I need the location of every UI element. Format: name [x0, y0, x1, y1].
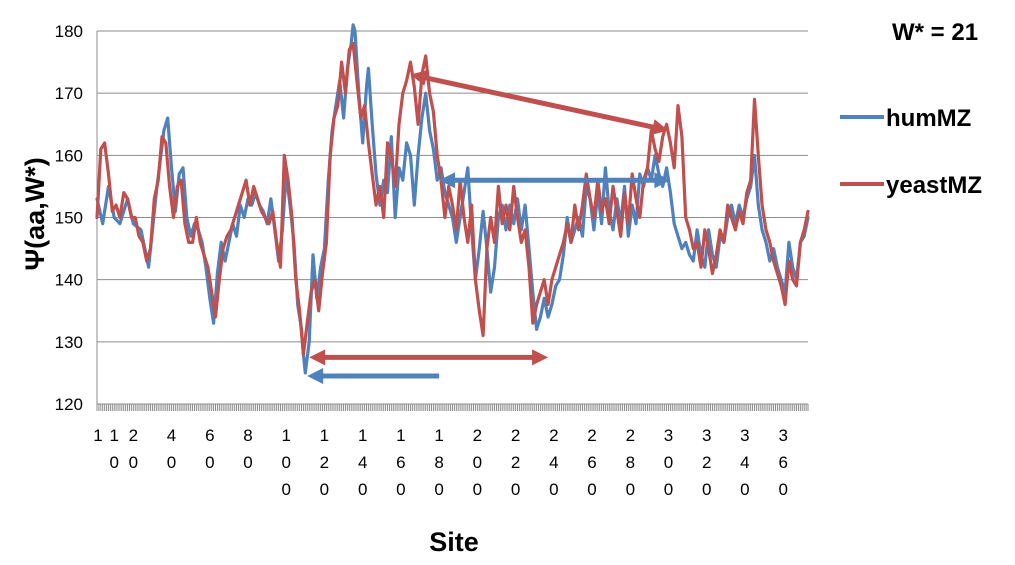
y-tick-label-120: 120 [55, 395, 83, 414]
x-tick-label-180: 1 8 0 [434, 426, 443, 499]
svg-text:1: 1 [281, 426, 290, 445]
svg-text:0: 0 [702, 480, 711, 499]
y-tick-label-150: 150 [55, 209, 83, 228]
svg-text:0: 0 [109, 453, 118, 472]
x-tick-label-220: 2 2 0 [511, 426, 520, 499]
svg-text:6: 6 [396, 453, 405, 472]
svg-text:0: 0 [740, 480, 749, 499]
x-tick-label-300: 3 0 0 [664, 426, 673, 499]
svg-text:6: 6 [587, 453, 596, 472]
x-tick-label-260: 2 6 0 [587, 426, 596, 499]
svg-text:1: 1 [396, 426, 405, 445]
svg-text:3: 3 [778, 426, 787, 445]
svg-text:8: 8 [243, 426, 252, 445]
svg-text:1: 1 [358, 426, 367, 445]
annotation-arrow-1 [410, 70, 669, 135]
x-tick-label-100: 1 0 0 [281, 426, 290, 499]
svg-text:0: 0 [281, 480, 290, 499]
x-tick-label-200: 2 0 0 [473, 426, 482, 499]
svg-text:2: 2 [320, 453, 329, 472]
svg-text:2: 2 [549, 426, 558, 445]
svg-text:2: 2 [511, 426, 520, 445]
svg-text:8: 8 [626, 453, 635, 472]
x-tick-label-140: 1 4 0 [358, 426, 367, 499]
x-axis-ticks [96, 404, 809, 411]
svg-text:4: 4 [167, 426, 176, 445]
annotation-arrow-2 [439, 172, 671, 189]
svg-text:8: 8 [434, 453, 443, 472]
x-tick-label-240: 2 4 0 [549, 426, 558, 499]
svg-text:2: 2 [587, 426, 596, 445]
y-tick-label-160: 160 [55, 146, 83, 165]
svg-text:0: 0 [167, 453, 176, 472]
svg-text:4: 4 [549, 453, 558, 472]
series-lines [95, 23, 810, 375]
svg-text:2: 2 [511, 453, 520, 472]
svg-text:1: 1 [320, 426, 329, 445]
svg-text:1: 1 [93, 426, 102, 445]
svg-text:1: 1 [109, 426, 118, 445]
svg-text:0: 0 [129, 453, 138, 472]
svg-text:0: 0 [434, 480, 443, 499]
svg-text:0: 0 [358, 480, 367, 499]
x-tick-label-80: 80 [243, 426, 252, 472]
svg-text:3: 3 [702, 426, 711, 445]
svg-text:0: 0 [626, 480, 635, 499]
svg-text:6: 6 [205, 426, 214, 445]
svg-text:1: 1 [434, 426, 443, 445]
svg-text:4: 4 [358, 453, 367, 472]
annotation-arrows [307, 70, 671, 384]
svg-text:3: 3 [664, 426, 673, 445]
x-tick-label-360: 3 6 0 [778, 426, 787, 499]
svg-text:0: 0 [243, 453, 252, 472]
svg-text:2: 2 [702, 453, 711, 472]
svg-text:0: 0 [473, 453, 482, 472]
svg-text:2: 2 [626, 426, 635, 445]
svg-text:0: 0 [281, 453, 290, 472]
x-tick-label-340: 3 4 0 [740, 426, 749, 499]
svg-text:4: 4 [740, 453, 749, 472]
svg-text:0: 0 [511, 480, 520, 499]
y-tick-label-180: 180 [55, 22, 83, 41]
svg-text:2: 2 [129, 426, 138, 445]
annotation-arrow-3 [309, 349, 549, 366]
svg-text:0: 0 [549, 480, 558, 499]
x-tick-label-60: 60 [205, 426, 214, 472]
legend: humMZ yeastMZ [840, 105, 982, 199]
y-tick-labels: 120 130 140 150 160 170 180 [55, 22, 83, 414]
svg-text:0: 0 [664, 453, 673, 472]
x-tick-label-320: 3 2 0 [702, 426, 711, 499]
svg-text:0: 0 [473, 480, 482, 499]
svg-text:3: 3 [740, 426, 749, 445]
y-axis-title: Ψ(aa,W*) [20, 157, 50, 270]
svg-text:0: 0 [320, 480, 329, 499]
legend-label-hummz: humMZ [886, 105, 971, 132]
svg-text:0: 0 [664, 480, 673, 499]
svg-text:6: 6 [778, 453, 787, 472]
svg-text:0: 0 [587, 480, 596, 499]
x-tick-label-40: 40 [167, 426, 176, 472]
svg-text:0: 0 [205, 453, 214, 472]
legend-label-yeastmz: yeastMZ [886, 172, 982, 199]
x-axis-title: Site [429, 527, 479, 557]
annotation-arrow-4 [307, 368, 440, 384]
svg-text:0: 0 [396, 480, 405, 499]
x-tick-label-20: 20 [129, 426, 138, 472]
x-tick-label-1: 1 [93, 426, 102, 445]
y-tick-label-170: 170 [55, 84, 83, 103]
svg-text:2: 2 [473, 426, 482, 445]
x-tick-labels: 1 102040608010012014016018020022024026028… [93, 426, 788, 499]
window-size-annotation: W* = 21 [892, 19, 978, 46]
x-tick-label-160: 1 6 0 [396, 426, 405, 499]
x-tick-label-10: 10 [109, 426, 118, 472]
svg-text:0: 0 [778, 480, 787, 499]
x-tick-label-120: 1 2 0 [320, 426, 329, 499]
y-tick-label-140: 140 [55, 271, 83, 290]
series-line-yeastmz [95, 41, 810, 356]
x-tick-label-280: 2 8 0 [626, 426, 635, 499]
y-tick-label-130: 130 [55, 333, 83, 352]
